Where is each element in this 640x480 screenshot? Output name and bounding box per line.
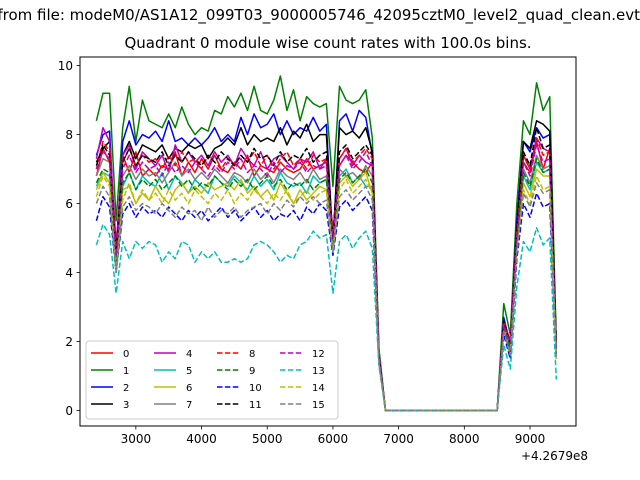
series-line-15 [95, 182, 558, 412]
figure-title-text: Data from file: modeM0/AS1A12_099T03_900… [0, 6, 640, 24]
x-tick-label: 4000 [186, 432, 217, 446]
legend-label-3: 3 [123, 400, 129, 411]
legend-label-6: 6 [186, 383, 192, 394]
legend-label-11: 11 [249, 400, 262, 411]
series-layer [95, 75, 558, 412]
y-tick-label: 2 [65, 335, 73, 349]
legend-label-13: 13 [312, 366, 325, 377]
legend-label-2: 2 [123, 383, 129, 394]
legend-label-14: 14 [312, 383, 325, 394]
x-tick-label: 9000 [515, 432, 546, 446]
y-tick-label: 4 [65, 266, 73, 280]
legend-label-1: 1 [123, 366, 129, 377]
y-tick-label: 8 [65, 128, 73, 142]
series-line-10 [95, 192, 558, 412]
axes-frame [79, 56, 577, 427]
y-tick-label: 10 [58, 59, 73, 73]
legend-label-10: 10 [249, 383, 262, 394]
series-line-13 [95, 223, 558, 412]
legend-label-0: 0 [123, 349, 129, 360]
legend-label-9: 9 [249, 366, 255, 377]
x-tick-label: 7000 [383, 432, 414, 446]
series-line-14 [95, 175, 558, 412]
chart-title: Quadrant 0 module wise count rates with … [124, 34, 532, 52]
legend-label-4: 4 [186, 349, 192, 360]
y-tick-label: 6 [65, 197, 73, 211]
x-tick-label: 3000 [121, 432, 152, 446]
x-tick-label: 8000 [449, 432, 480, 446]
legend-label-7: 7 [186, 400, 192, 411]
legend-label-15: 15 [312, 400, 325, 411]
legend-box [85, 340, 339, 420]
figure-title: Data from file: modeM0/AS1A12_099T03_900… [0, 6, 640, 26]
y-tick-label: 0 [65, 404, 73, 418]
x-tick-label: 5000 [252, 432, 283, 446]
series-line-11 [95, 126, 558, 412]
legend-label-12: 12 [312, 349, 325, 360]
legend-label-8: 8 [249, 349, 255, 360]
legend-label-5: 5 [186, 366, 192, 377]
x-tick-label: 6000 [318, 432, 349, 446]
x-offset-label: +4.2679e8 [520, 449, 588, 463]
